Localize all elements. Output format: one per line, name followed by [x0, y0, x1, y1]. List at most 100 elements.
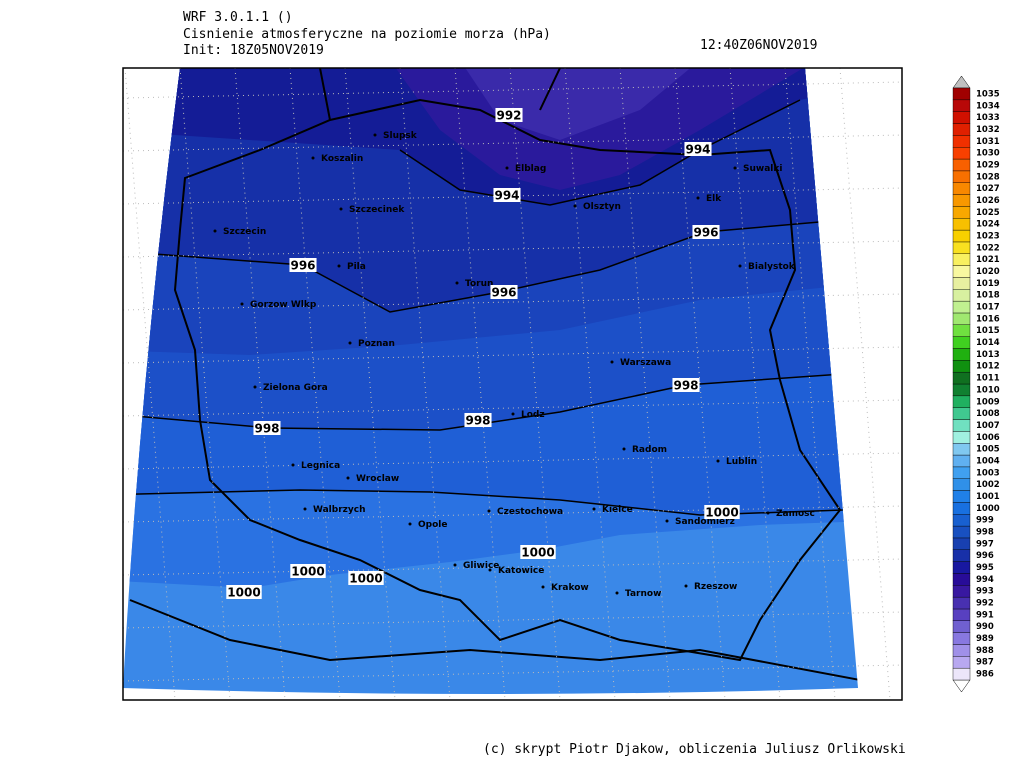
- colorbar-box: [952, 608, 971, 622]
- colorbar-label: 992: [976, 599, 994, 609]
- colorbar-box: [952, 170, 971, 183]
- contour-label: 992: [496, 109, 521, 123]
- city-name: Radom: [632, 445, 667, 455]
- colorbar-box: [952, 585, 971, 598]
- city-name: Zielona Gora: [263, 383, 328, 393]
- contour-label: 998: [465, 414, 490, 428]
- colorbar-label: 987: [976, 658, 994, 668]
- city-name: Opole: [418, 520, 447, 530]
- colorbar-label: 1012: [976, 362, 1000, 372]
- colorbar-label: 1032: [976, 125, 1000, 135]
- city-name: Lublin: [726, 457, 757, 467]
- contour-label-bg: [289, 258, 317, 272]
- colorbar-box: [952, 383, 971, 397]
- colorbar-box: [952, 194, 971, 207]
- map-title: Cisnienie atmosferyczne na poziomie morz…: [183, 27, 551, 42]
- grid-line: [784, 67, 836, 701]
- colorbar-box: [952, 466, 971, 479]
- city-name: Gliwice: [463, 561, 499, 571]
- contour-label-bg: [490, 285, 518, 299]
- contour-label: 996: [491, 286, 516, 300]
- colorbar-label: 1008: [976, 409, 1000, 419]
- city-dot: [684, 584, 688, 588]
- city-name: Suwalki: [743, 164, 782, 174]
- city-name: Poznan: [358, 339, 395, 349]
- colorbar-label: 996: [976, 551, 994, 561]
- colorbar-bottom-arrow: [952, 679, 971, 693]
- city-dot: [373, 133, 377, 137]
- colorbar-label: 1030: [976, 149, 1000, 159]
- contour-label: 996: [693, 226, 718, 240]
- city-name: Czestochowa: [497, 507, 563, 517]
- city-name: Kielce: [602, 505, 633, 515]
- city-name: Walbrzych: [313, 505, 366, 515]
- contour-label: 1000: [349, 572, 382, 586]
- colorbar-box: [952, 300, 971, 314]
- city-name: Szczecinek: [349, 205, 405, 215]
- city-dot: [615, 591, 619, 595]
- credits: (c) skrypt Piotr Djakow, obliczenia Juli…: [483, 742, 906, 757]
- map-frame: [122, 67, 903, 701]
- city-dot: [291, 463, 295, 467]
- valid-time: 12:40Z06NOV2019: [700, 38, 817, 53]
- grid-line: [839, 67, 891, 701]
- colorbar-box: [952, 289, 971, 302]
- colorbar-label: 999: [976, 516, 994, 526]
- grid-line: [564, 67, 616, 701]
- colorbar-label: 988: [976, 646, 994, 656]
- colorbar-label: 1033: [976, 113, 1000, 123]
- colorbar-label: 1004: [976, 456, 1000, 466]
- city-dot: [253, 385, 257, 389]
- colorbar-box: [952, 537, 971, 550]
- colorbar-label: 1003: [976, 468, 1000, 478]
- colorbar-label: 1019: [976, 279, 1000, 289]
- colorbar-box: [952, 644, 971, 657]
- city-dot: [455, 281, 459, 285]
- init-time: Init: 18Z05NOV2019: [183, 43, 324, 58]
- city-name: Elblag: [515, 164, 546, 174]
- colorbar-label: 990: [976, 622, 994, 632]
- contour-label-bg: [684, 142, 712, 156]
- city-dot: [213, 229, 217, 233]
- contour-label: 1000: [521, 546, 554, 560]
- colorbar-box: [952, 395, 971, 408]
- city-name: Rzeszow: [694, 582, 737, 592]
- colorbar-label: 1022: [976, 243, 1000, 253]
- colorbar-box: [952, 443, 971, 456]
- contour-label: 994: [685, 143, 710, 157]
- city-dot: [337, 264, 341, 268]
- cities: Slupsk Koszalin Elblag Suwalki Elk Olsztyn Szc…: [213, 131, 815, 599]
- colorbar-box: [952, 229, 971, 243]
- contour-label-bg: [464, 413, 492, 427]
- city-name: Lodz: [521, 410, 545, 420]
- city-dot: [573, 204, 577, 208]
- colorbar-box: [952, 371, 971, 385]
- colorbar-label: 1015: [976, 326, 1000, 336]
- colorbar-label: 1014: [976, 338, 1000, 348]
- city-name: Bialystok: [748, 262, 796, 272]
- colorbar-box: [952, 324, 971, 337]
- colorbar-label: 1007: [976, 421, 1000, 431]
- contour-label: 1000: [291, 565, 324, 579]
- city-dot: [348, 341, 352, 345]
- colorbar-label: 1002: [976, 480, 1000, 490]
- colorbar-box: [952, 502, 971, 515]
- colorbar-label: 1010: [976, 385, 1000, 395]
- colorbar-box: [952, 514, 971, 527]
- city-name: Gorzow Wlkp: [250, 300, 317, 310]
- grid-line: [344, 67, 396, 701]
- colorbar-box: [952, 123, 971, 136]
- contour-label: 998: [673, 379, 698, 393]
- colorbar-label: 1000: [976, 504, 1000, 514]
- colorbar-label: 994: [976, 575, 994, 585]
- colorbar-label: 1017: [976, 303, 1000, 313]
- colorbar-box: [952, 348, 971, 361]
- grid-line: [124, 67, 176, 701]
- colorbar-label: 1035: [976, 89, 1000, 99]
- colorbar-box: [952, 146, 971, 160]
- colorbar-box: [952, 182, 971, 195]
- colorbar-box: [952, 549, 971, 562]
- city-name: Krakow: [551, 583, 589, 593]
